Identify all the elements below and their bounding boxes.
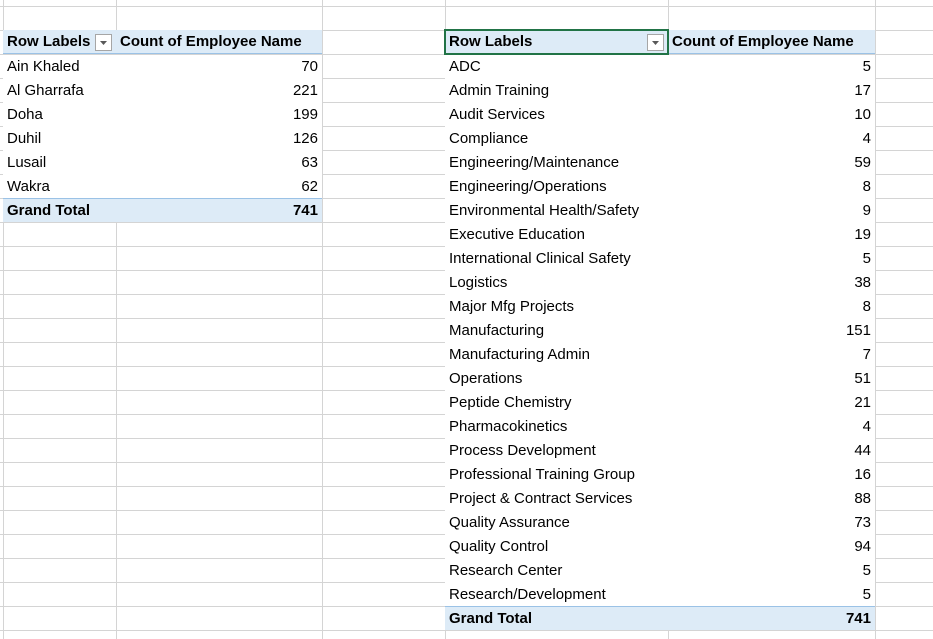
row-label: Logistics	[445, 271, 668, 295]
row-label: Quality Assurance	[445, 511, 668, 535]
grid-line	[875, 0, 876, 639]
row-label: Admin Training	[445, 79, 668, 103]
row-value: 199	[116, 103, 322, 127]
row-value: 73	[668, 511, 875, 535]
row-value: 94	[668, 535, 875, 559]
row-label: Process Development	[445, 439, 668, 463]
row-label: Doha	[3, 103, 116, 127]
row-label: Operations	[445, 367, 668, 391]
grid-line	[116, 0, 117, 639]
row-value: 10	[668, 103, 875, 127]
row-value: 9	[668, 199, 875, 223]
row-label: Peptide Chemistry	[445, 391, 668, 415]
row-label: Major Mfg Projects	[445, 295, 668, 319]
total-label: Grand Total	[445, 606, 668, 630]
row-label: ADC	[445, 55, 668, 79]
row-label: Pharmacokinetics	[445, 415, 668, 439]
row-value: 5	[668, 55, 875, 79]
total-value: 741	[668, 606, 875, 630]
row-value: 88	[668, 487, 875, 511]
row-value: 4	[668, 415, 875, 439]
row-value: 51	[668, 367, 875, 391]
row-value: 5	[668, 559, 875, 583]
row-label: Engineering/Maintenance	[445, 151, 668, 175]
grid-line	[0, 630, 933, 631]
row-value: 62	[116, 175, 322, 199]
row-label: Project & Contract Services	[445, 487, 668, 511]
row-label: Quality Control	[445, 535, 668, 559]
row-value: 17	[668, 79, 875, 103]
row-label: Audit Services	[445, 103, 668, 127]
row-value: 221	[116, 79, 322, 103]
row-value: 8	[668, 295, 875, 319]
filter-button[interactable]	[95, 34, 112, 51]
row-label: International Clinical Safety	[445, 247, 668, 271]
filter-arrow	[652, 41, 659, 45]
row-value: 8	[668, 175, 875, 199]
row-value: 19	[668, 223, 875, 247]
row-label: Research Center	[445, 559, 668, 583]
grid-line	[0, 6, 933, 7]
row-value: 5	[668, 247, 875, 271]
filter-arrow	[100, 41, 107, 45]
row-value: 38	[668, 271, 875, 295]
grid-line	[322, 0, 323, 639]
row-label: Manufacturing	[445, 319, 668, 343]
header-cell: Count of Employee Name	[116, 30, 322, 54]
row-label: Lusail	[3, 151, 116, 175]
row-value: 4	[668, 127, 875, 151]
total-label: Grand Total	[3, 198, 116, 222]
cell-selection	[444, 29, 669, 55]
row-label: Wakra	[3, 175, 116, 199]
row-value: 21	[668, 391, 875, 415]
row-label: Professional Training Group	[445, 463, 668, 487]
row-value: 44	[668, 439, 875, 463]
row-value: 151	[668, 319, 875, 343]
header-cell: Row Labels	[445, 30, 668, 54]
row-label: Environmental Health/Safety	[445, 199, 668, 223]
row-value: 5	[668, 583, 875, 607]
grid-line	[3, 0, 4, 639]
filter-button[interactable]	[647, 34, 664, 51]
row-value: 126	[116, 127, 322, 151]
row-label: Research/Development	[445, 583, 668, 607]
row-label: Manufacturing Admin	[445, 343, 668, 367]
row-label: Duhil	[3, 127, 116, 151]
row-label: Executive Education	[445, 223, 668, 247]
row-label: Engineering/Operations	[445, 175, 668, 199]
row-value: 70	[116, 55, 322, 79]
row-label: Al Gharrafa	[3, 79, 116, 103]
row-value: 7	[668, 343, 875, 367]
row-value: 16	[668, 463, 875, 487]
row-value: 63	[116, 151, 322, 175]
row-label: Compliance	[445, 127, 668, 151]
row-value: 59	[668, 151, 875, 175]
total-value: 741	[116, 198, 322, 222]
row-label: Ain Khaled	[3, 55, 116, 79]
header-cell: Count of Employee Name	[668, 30, 875, 54]
